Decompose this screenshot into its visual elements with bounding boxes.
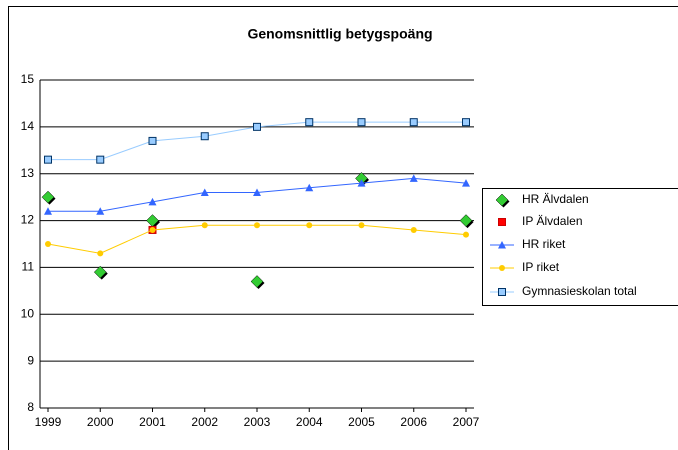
data-point xyxy=(200,132,209,141)
x-tick-label: 2002 xyxy=(191,415,218,429)
y-tick-label: 9 xyxy=(27,353,34,367)
y-tick-label: 10 xyxy=(21,306,35,320)
x-tick-label: 2001 xyxy=(139,415,166,429)
legend-label: IP Älvdalen xyxy=(522,214,583,228)
legend-label: HR riket xyxy=(522,237,566,251)
x-tick-label: 2004 xyxy=(296,415,323,429)
data-point xyxy=(253,122,261,131)
data-point xyxy=(97,250,104,257)
data-point xyxy=(200,188,209,196)
x-tick-label: 2000 xyxy=(87,415,114,429)
y-tick-label: 11 xyxy=(22,260,35,274)
data-point xyxy=(44,155,52,164)
legend-marker xyxy=(498,241,506,249)
data-point xyxy=(253,188,261,196)
data-point xyxy=(149,226,156,233)
legend-label: HR Älvdalen xyxy=(522,192,589,206)
data-point xyxy=(254,222,260,229)
legend-label: IP riket xyxy=(522,260,560,274)
data-point xyxy=(409,174,418,182)
data-point xyxy=(358,222,365,229)
legend-marker xyxy=(499,265,505,271)
legend-marker xyxy=(498,218,506,226)
data-point xyxy=(462,179,470,187)
data-point xyxy=(463,231,469,238)
data-point xyxy=(148,197,157,206)
data-point xyxy=(409,118,418,127)
data-point xyxy=(306,222,313,229)
chart-title: Genomsnittlig betygspoäng xyxy=(247,26,432,42)
y-tick-label: 14 xyxy=(21,119,35,133)
x-tick-label: 2007 xyxy=(453,415,480,429)
legend-box xyxy=(482,188,678,306)
data-point xyxy=(357,179,366,187)
data-point xyxy=(96,207,105,215)
data-point xyxy=(96,155,105,164)
data-point xyxy=(45,241,51,247)
data-point xyxy=(459,214,473,227)
data-point xyxy=(148,136,157,145)
data-point xyxy=(305,183,314,192)
legend-marker xyxy=(498,288,506,296)
x-tick-label: 2005 xyxy=(348,415,375,429)
x-tick-label: 1999 xyxy=(35,415,62,429)
y-tick-label: 15 xyxy=(21,72,35,86)
data-point xyxy=(41,190,55,204)
legend-label: Gymnasieskolan total xyxy=(522,284,637,298)
data-point xyxy=(201,222,208,229)
data-point xyxy=(410,226,417,233)
y-tick-label: 13 xyxy=(21,166,35,180)
data-point xyxy=(357,118,366,127)
data-point xyxy=(462,118,470,127)
x-tick-label: 2006 xyxy=(400,415,427,429)
x-tick-label: 2003 xyxy=(244,415,271,429)
data-point xyxy=(250,275,264,288)
y-tick-label: 12 xyxy=(21,213,35,227)
data-point xyxy=(44,207,52,215)
legend-marker xyxy=(495,193,509,207)
data-point xyxy=(305,118,314,127)
y-tick-label: 8 xyxy=(27,400,34,414)
data-point xyxy=(93,265,107,279)
